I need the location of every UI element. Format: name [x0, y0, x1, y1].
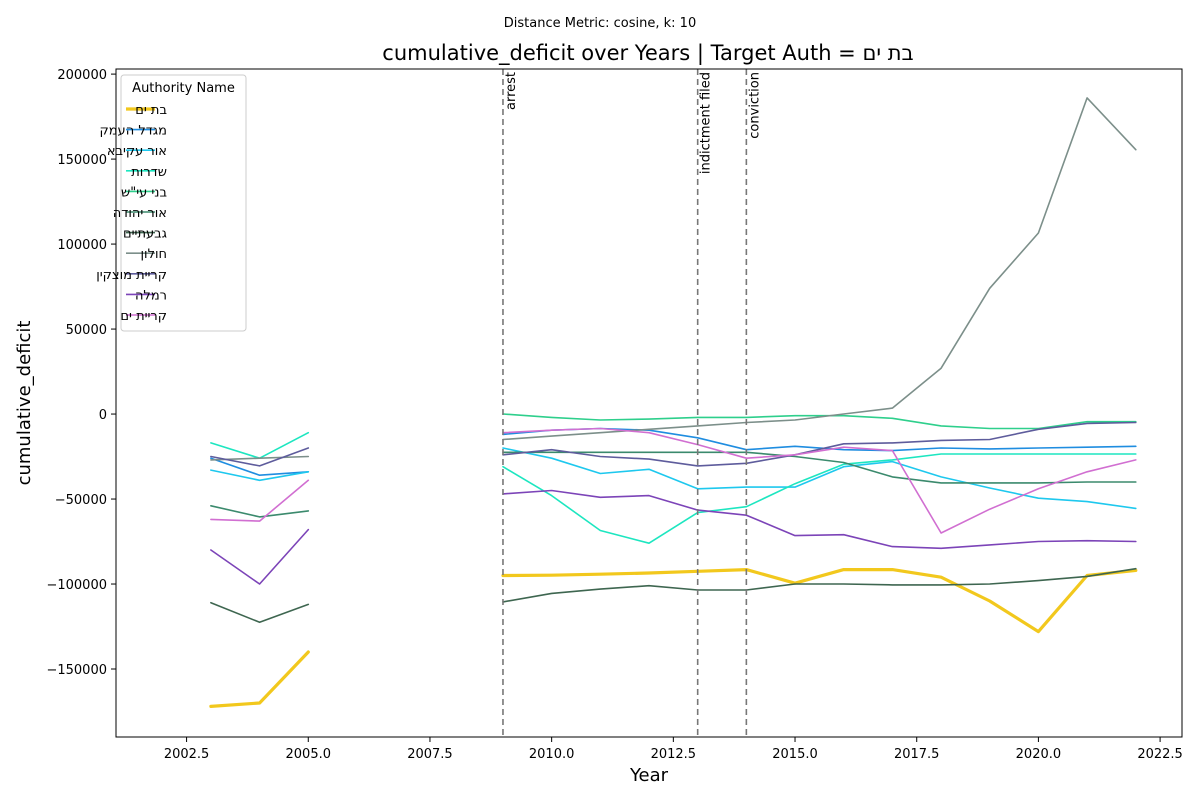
- series-line-5-segment-1: [502, 451, 1137, 484]
- y-tick-label: 0: [99, 408, 107, 423]
- legend-entry-9: רמלה: [135, 288, 167, 303]
- series-line-9-segment-0: [210, 528, 310, 585]
- series-line-10-segment-1: [502, 427, 1137, 534]
- series-line-0-segment-0: [209, 650, 310, 709]
- legend-entry-7: חולון: [140, 247, 167, 262]
- series-line-1-segment-1: [502, 427, 1137, 452]
- x-axis: 2002.5 2005.0 2007.5 2010.0 2012.5 2015.0 2017…: [164, 737, 1183, 762]
- legend-title: Authority Name: [132, 81, 235, 96]
- legend: Authority Name בת ים מגדל העמק אור עקיבא שדר…: [96, 74, 247, 332]
- series-line-2-segment-0: [210, 469, 310, 482]
- x-tick-label: 2010.0: [529, 747, 575, 762]
- series-line-1-segment-0: [210, 457, 310, 477]
- x-tick-label: 2015.0: [772, 747, 818, 762]
- event-markers: arrest indictment filed conviction: [502, 69, 762, 737]
- legend-entry-5: אור יהודה: [113, 206, 167, 221]
- legend-entry-0: בת ים: [135, 103, 167, 118]
- legend-entry-6: גבעתיים: [123, 227, 167, 242]
- x-tick-label: 2007.5: [407, 747, 453, 762]
- x-tick-label: 2012.5: [651, 747, 697, 762]
- legend-box: [120, 74, 247, 332]
- series-line-8-segment-0: [210, 447, 310, 467]
- series-line-10-segment-0: [210, 479, 310, 522]
- x-tick-label: 2017.5: [894, 747, 940, 762]
- series-line-5-segment-0: [210, 504, 310, 518]
- series-line-4-segment-0: [502, 413, 1137, 430]
- y-axis-label: cumulative_deficit: [14, 321, 35, 486]
- plot-lines: [209, 97, 1138, 709]
- series-line-0-segment-1: [501, 567, 1138, 634]
- y-tick-label: 100000: [57, 238, 107, 253]
- series-line-3-segment-0: [210, 431, 310, 460]
- event-label-2: conviction: [747, 72, 762, 139]
- legend-entry-4: בני עי"ש: [121, 185, 167, 200]
- chart-suptitle: Distance Metric: cosine, k: 10: [504, 16, 696, 31]
- legend-entry-3: שדרות: [131, 165, 167, 180]
- x-tick-label: 2002.5: [164, 747, 210, 762]
- y-tick-label: −100000: [46, 578, 107, 593]
- legend-entry-1: מגדל העמק: [100, 124, 168, 139]
- event-label-1: indictment filed: [699, 72, 714, 174]
- legend-entry-2: אור עקיבא: [107, 144, 167, 159]
- legend-entry-10: קריית ים: [120, 309, 167, 324]
- event-label-0: arrest: [504, 72, 519, 110]
- legend-entry-8: קריית מוצקין: [96, 268, 167, 283]
- x-axis-label: Year: [629, 765, 669, 786]
- y-tick-label: −50000: [55, 493, 107, 508]
- series-line-2-segment-1: [502, 447, 1137, 510]
- series-line-3-segment-1: [502, 453, 1137, 545]
- x-tick-label: 2005.0: [286, 747, 332, 762]
- x-tick-label: 2022.5: [1137, 747, 1183, 762]
- y-axis: −150000 −100000 −50000 0 50000 100000 150000 20…: [46, 68, 116, 678]
- y-tick-label: −150000: [46, 663, 107, 678]
- series-line-9-segment-1: [502, 489, 1137, 550]
- y-tick-label: 200000: [57, 68, 107, 83]
- chart-title: cumulative_deficit over Years | Target A…: [382, 41, 913, 66]
- x-tick-label: 2020.0: [1016, 747, 1062, 762]
- y-tick-label: 150000: [57, 153, 107, 168]
- series-line-8-segment-1: [502, 421, 1137, 467]
- y-tick-label: 50000: [66, 323, 107, 338]
- plot-frame: [115, 68, 1183, 738]
- series-line-6-segment-0: [210, 601, 310, 624]
- series-line-7-segment-1: [502, 97, 1137, 441]
- series-line-6-segment-1: [502, 567, 1137, 603]
